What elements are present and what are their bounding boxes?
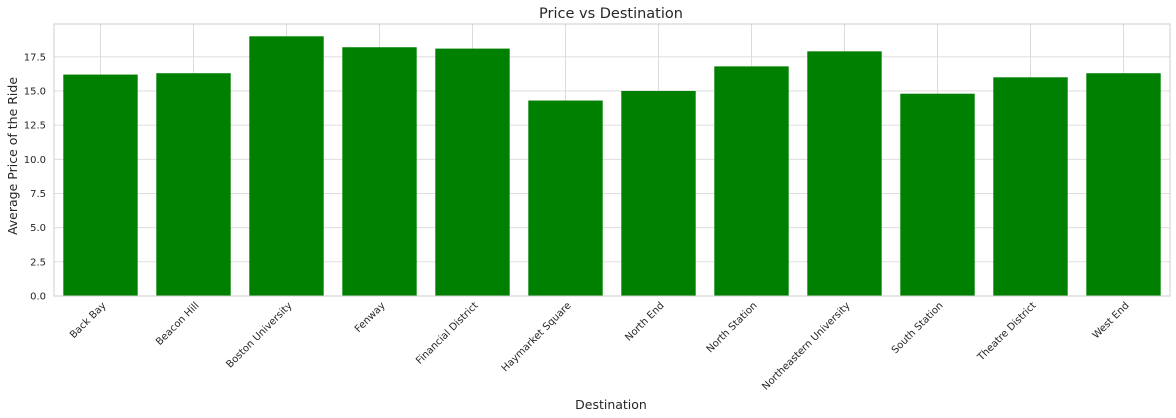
bar-theatre-district xyxy=(993,77,1068,296)
bars xyxy=(63,36,1161,297)
y-tick-label: 10.0 xyxy=(24,155,46,166)
y-axis-label: Average Price of the Ride xyxy=(5,77,20,235)
y-tick-label: 17.5 xyxy=(24,52,46,63)
bar-financial-district xyxy=(435,48,510,297)
y-tick-label: 7.5 xyxy=(30,189,46,200)
x-axis-label: Destination xyxy=(575,397,647,412)
chart-title: Price vs Destination xyxy=(539,6,683,22)
bar-haymarket-square xyxy=(528,100,603,296)
bar-northeastern-university xyxy=(807,51,882,296)
bar-west-end xyxy=(1086,73,1161,297)
bar-beacon-hill xyxy=(156,73,231,297)
bar-north-end xyxy=(621,90,696,296)
y-tick-label: 12.5 xyxy=(24,121,46,132)
y-tick-label: 0.0 xyxy=(30,292,46,303)
y-tick-labels: 0.0 2.5 5.0 7.5 10.0 12.5 15.0 17.5 xyxy=(24,52,46,302)
y-tick-label: 5.0 xyxy=(30,223,46,234)
bar-south-station xyxy=(900,93,975,296)
plot-frame xyxy=(53,23,1171,297)
y-tick-label: 2.5 xyxy=(30,257,46,268)
bar-north-station xyxy=(714,66,789,296)
bar-back-bay xyxy=(63,74,138,296)
y-tick-label: 15.0 xyxy=(24,86,46,97)
bar-fenway xyxy=(342,47,417,297)
bar-boston-university xyxy=(249,36,324,296)
